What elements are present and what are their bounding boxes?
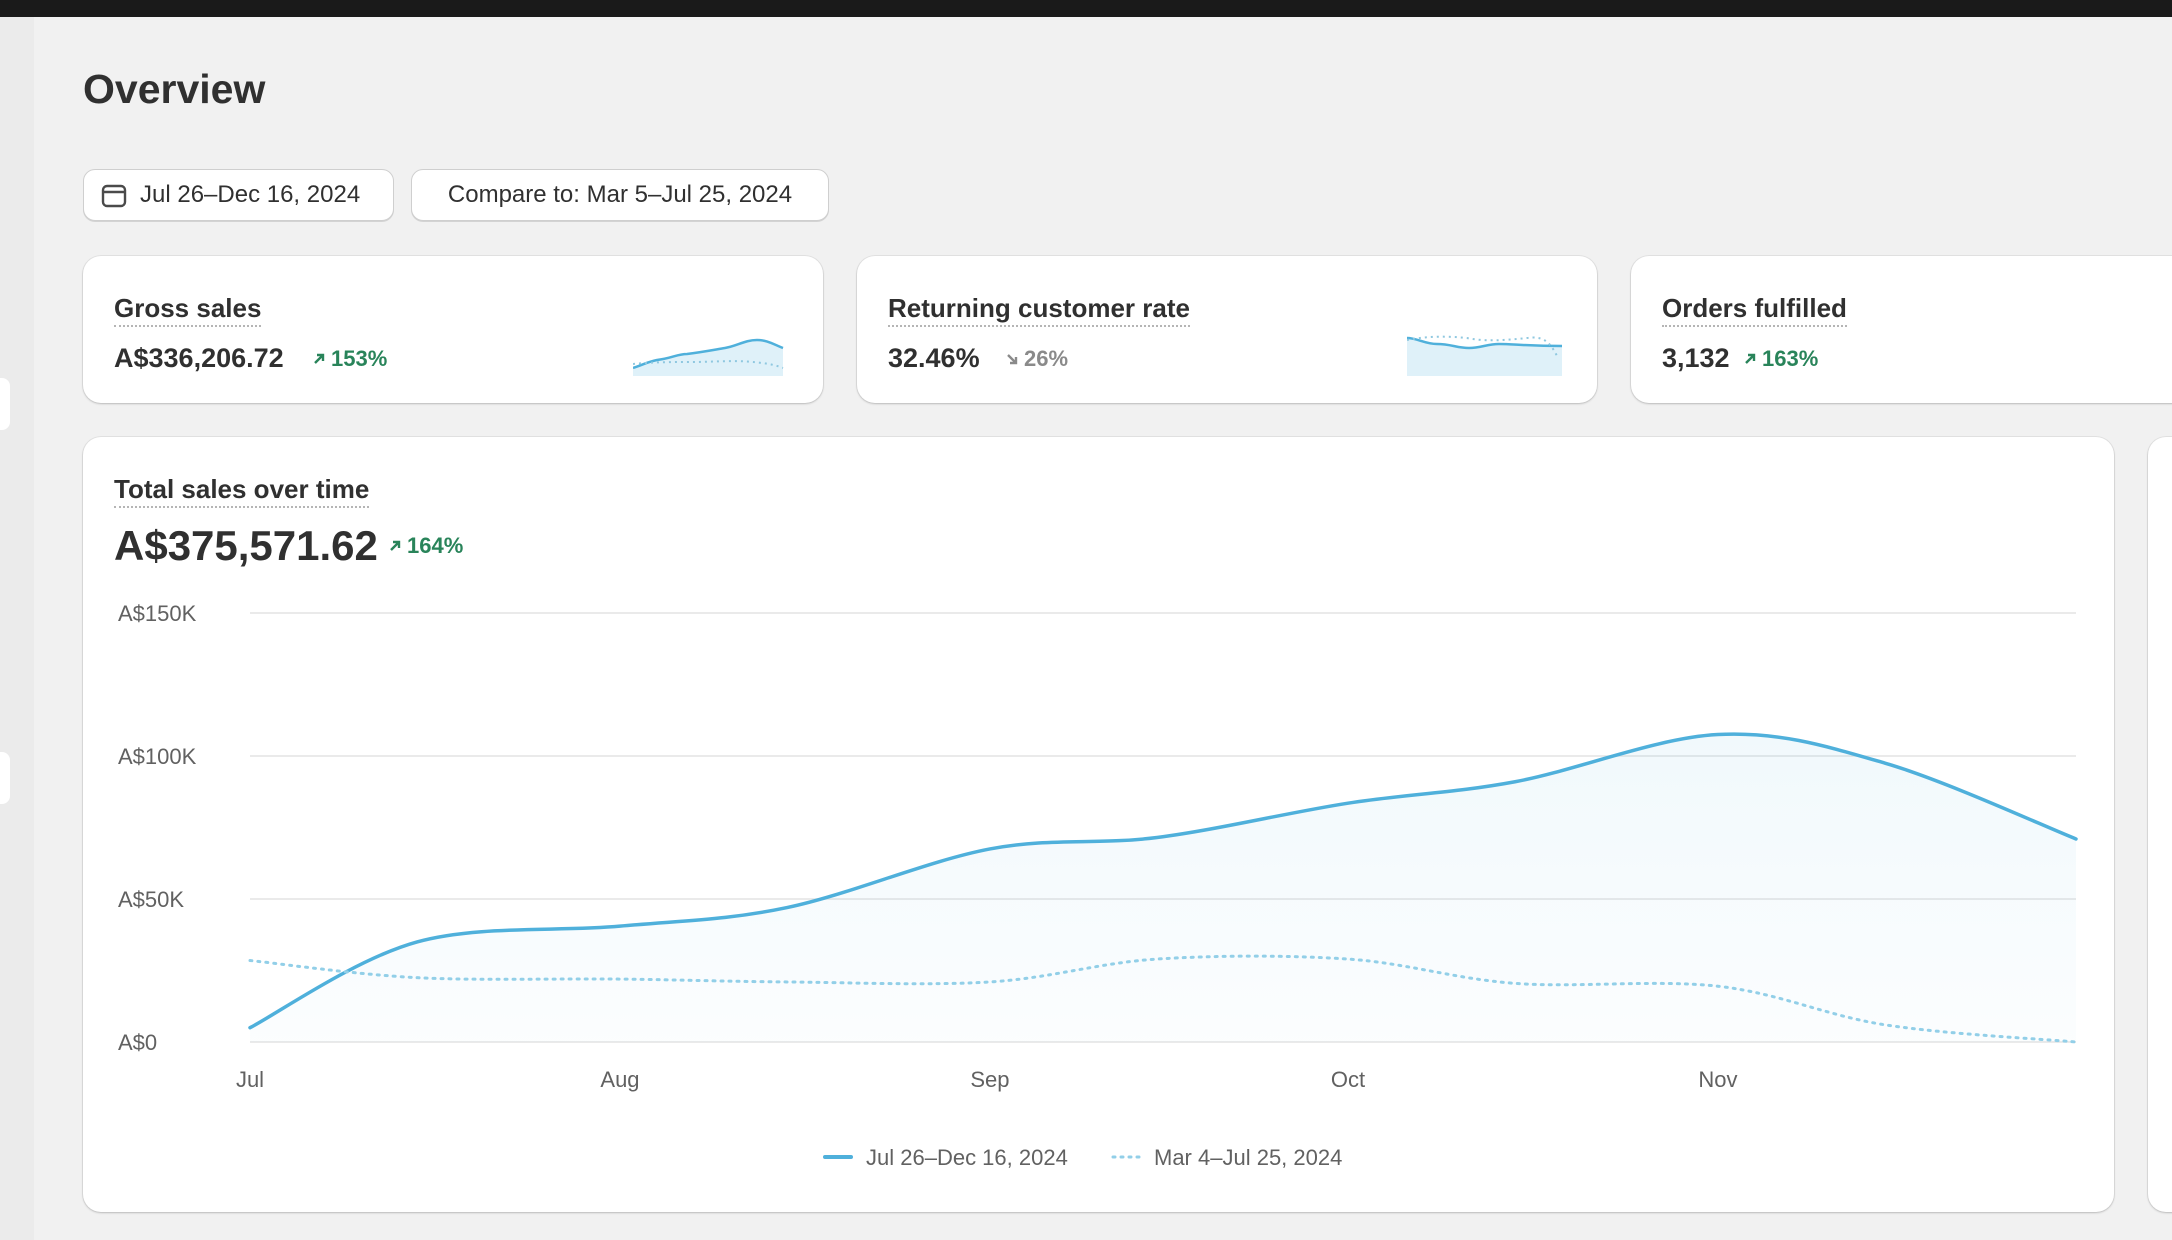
series-line-current[interactable] bbox=[248, 732, 2078, 1030]
metric-change-badge: 26% bbox=[1004, 347, 1068, 371]
legend-label-current[interactable]: Jul 26–Dec 16, 2024 bbox=[866, 1145, 1068, 1170]
chart-change-value: 164% bbox=[407, 533, 464, 558]
metric-label[interactable]: Gross sales bbox=[114, 293, 262, 327]
date-range-label: Jul 26–Dec 16, 2024 bbox=[140, 181, 361, 208]
metric-value: 32.46% bbox=[888, 343, 980, 373]
compare-range-label: Compare to: Mar 5–Jul 25, 2024 bbox=[447, 181, 793, 208]
browser-top-bar bbox=[0, 0, 2172, 17]
metric-change-value: 26% bbox=[1024, 346, 1069, 371]
y-tick-label: A$50K bbox=[118, 887, 184, 912]
metric-card-returning-customer-rate[interactable]: Returning customer rate 32.46% 26% bbox=[857, 256, 1597, 403]
metric-value: A$336,206.72 bbox=[114, 343, 284, 373]
metric-label[interactable]: Returning customer rate bbox=[888, 293, 1190, 327]
x-tick-label: Aug bbox=[600, 1067, 639, 1092]
y-tick-label: A$100K bbox=[118, 744, 197, 769]
series-area-current bbox=[250, 734, 2076, 1042]
sidebar-nav-item[interactable] bbox=[0, 752, 10, 804]
compare-range-button[interactable]: Compare to: Mar 5–Jul 25, 2024 bbox=[411, 169, 829, 221]
calendar-icon bbox=[100, 181, 128, 209]
x-tick-label: Jul bbox=[236, 1067, 264, 1092]
secondary-chart-card bbox=[2148, 437, 2172, 1212]
page-title: Overview bbox=[83, 66, 266, 112]
arrow-up-right-icon bbox=[390, 540, 401, 551]
metric-change-value: 153% bbox=[331, 346, 388, 371]
gross-sales-sparkline bbox=[633, 338, 784, 376]
chart-total-value: A$375,571.62 bbox=[114, 522, 378, 569]
y-tick-label: A$0 bbox=[118, 1030, 157, 1055]
x-tick-label: Nov bbox=[1698, 1067, 1737, 1092]
arrow-up-right-icon bbox=[1745, 353, 1756, 364]
arrow-down-right-icon bbox=[1007, 354, 1018, 365]
metric-card-gross-sales[interactable]: Gross sales A$336,206.72 153% bbox=[83, 256, 823, 403]
x-tick-label: Sep bbox=[970, 1067, 1009, 1092]
sidebar-edge bbox=[0, 17, 34, 1240]
metric-card-orders-fulfilled[interactable]: Orders fulfilled 3,132 163% bbox=[1631, 256, 2172, 403]
total-sales-line-chart[interactable]: A$0 A$50K A$100K A$150K Jul Aug Sep Oct Nov Jul … bbox=[83, 437, 2114, 1212]
x-tick-label: Oct bbox=[1331, 1067, 1365, 1092]
legend-label-comparison[interactable]: Mar 4–Jul 25, 2024 bbox=[1154, 1145, 1342, 1170]
arrow-up-right-icon bbox=[314, 353, 325, 364]
total-sales-chart-card: Total sales over time A$375,571.62 164% … bbox=[83, 437, 2114, 1212]
metric-label[interactable]: Orders fulfilled bbox=[1662, 293, 1847, 327]
chart-title[interactable]: Total sales over time bbox=[114, 474, 370, 508]
metric-change-badge: 153% bbox=[311, 347, 387, 371]
y-tick-label: A$150K bbox=[118, 601, 197, 626]
metric-change-value: 163% bbox=[1762, 346, 1819, 371]
metric-value: 3,132 bbox=[1662, 343, 1730, 373]
date-range-button[interactable]: Jul 26–Dec 16, 2024 bbox=[83, 169, 394, 221]
metric-change-badge: 163% bbox=[1742, 347, 1818, 371]
chart-change-badge: 164% bbox=[387, 534, 463, 558]
returning-rate-sparkline bbox=[1407, 335, 1563, 376]
sidebar-nav-item[interactable] bbox=[0, 378, 10, 430]
